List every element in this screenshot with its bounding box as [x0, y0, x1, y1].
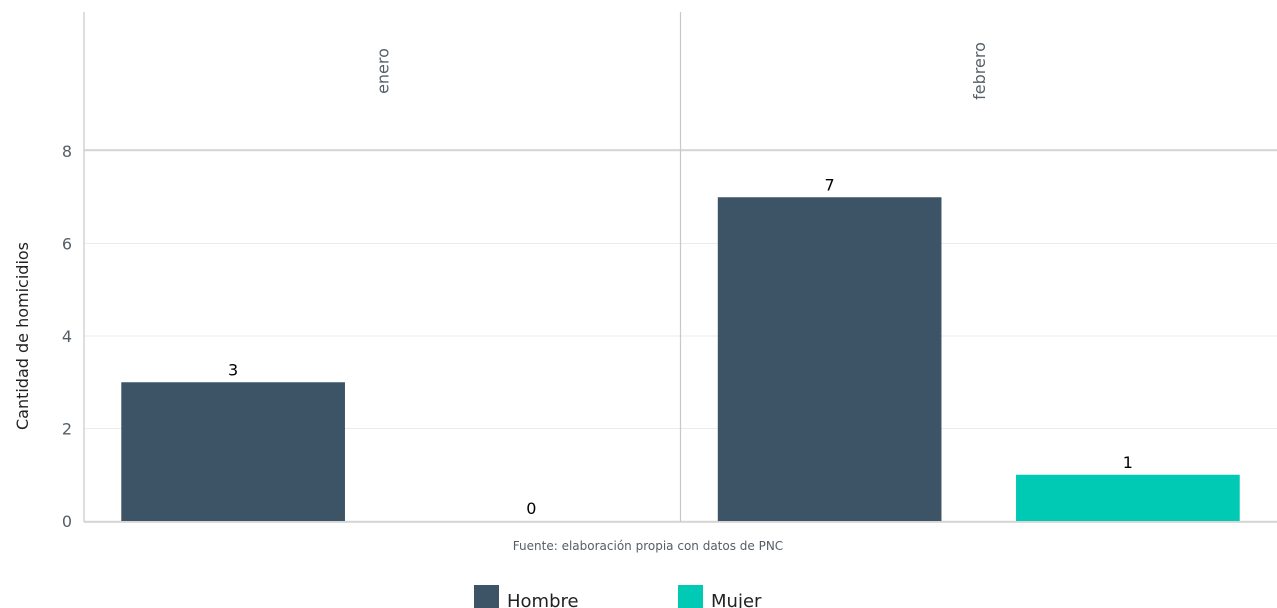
y-tick-label: 8 — [62, 142, 72, 161]
y-axis-label: Cantidad de homicidios — [13, 242, 32, 430]
y-tick-label: 0 — [62, 512, 72, 531]
y-tick-label: 6 — [62, 235, 72, 254]
facet-panels: enero febrero — [83, 12, 1277, 523]
facet-label-febrero: febrero — [970, 42, 989, 100]
y-axis: 0 2 4 6 8 — [62, 142, 72, 531]
y-tick-label: 4 — [62, 327, 72, 346]
data-label-febrero-mujer: 1 — [1123, 453, 1133, 472]
legend-swatch-mujer — [678, 585, 703, 608]
data-label-enero-hombre: 3 — [228, 360, 238, 379]
legend-label-mujer: Mujer — [711, 591, 762, 608]
chart-caption: Fuente: elaboración propia con datos de … — [513, 539, 783, 553]
bars-layer — [121, 197, 1240, 521]
legend-label-hombre: Hombre — [507, 591, 579, 608]
data-label-febrero-hombre: 7 — [825, 175, 835, 194]
bar-febrero-mujer — [1016, 474, 1240, 521]
facet-label-enero: enero — [373, 48, 392, 94]
data-label-enero-mujer: 0 — [526, 499, 536, 518]
legend: Hombre Mujer — [474, 585, 762, 608]
data-labels-layer: 3 0 7 1 — [228, 175, 1133, 518]
y-tick-label: 2 — [62, 420, 72, 439]
bar-enero-hombre — [121, 382, 345, 521]
bar-febrero-hombre — [717, 197, 942, 521]
legend-swatch-hombre — [474, 585, 499, 608]
